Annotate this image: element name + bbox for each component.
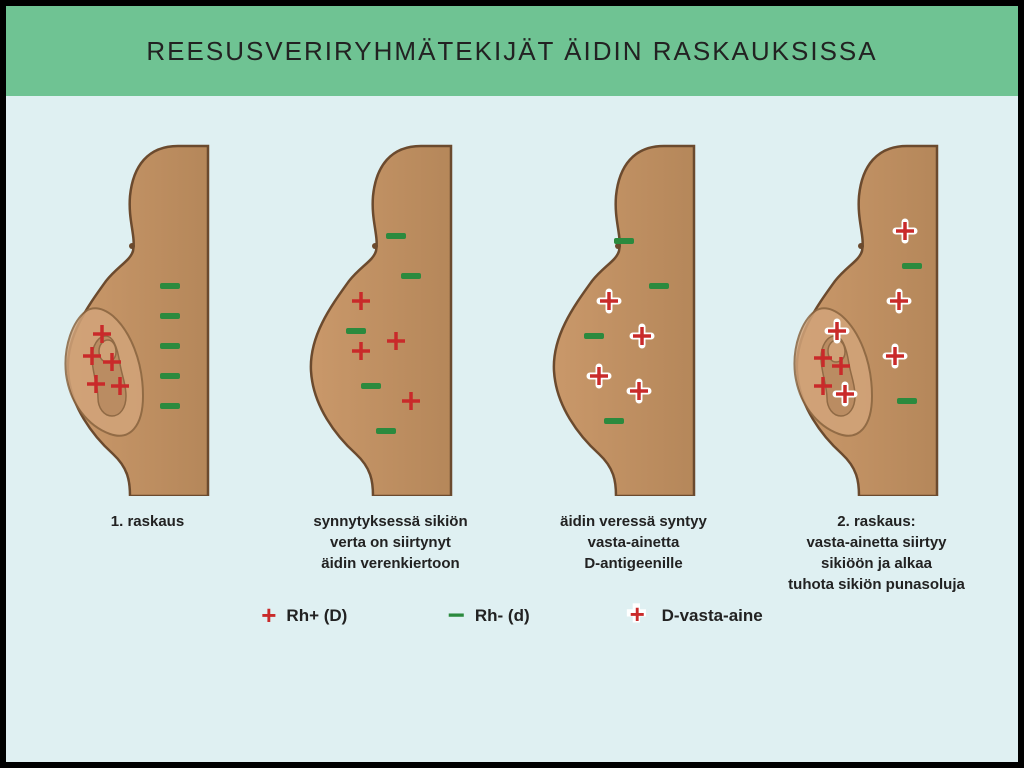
- antibody-icon: [630, 605, 652, 627]
- figure-column-1: 1. raskaus: [36, 136, 259, 595]
- figure-column-2: synnytyksessä sikiönverta on siirtynytäi…: [279, 136, 502, 595]
- legend-item-plus: + Rh+ (D): [261, 600, 347, 631]
- pregnancy-figure: [301, 136, 481, 496]
- figure-column-3: äidin veressä syntyyvasta-ainettaD-antig…: [522, 136, 745, 595]
- legend-item-minus: −Rh- (d): [447, 600, 529, 631]
- pregnancy-figure: [58, 136, 238, 496]
- content-area: 1. raskaus synnytyksessä sikiönverta on …: [6, 96, 1018, 666]
- infographic-frame: REESUSVERIRYHMÄTEKIJÄT ÄIDIN RASKAUKSISS…: [0, 0, 1024, 768]
- pregnancy-figure: [544, 136, 724, 496]
- minus-icon: −: [447, 608, 465, 623]
- legend: + Rh+ (D) −Rh- (d) D-vasta-aine: [6, 600, 1018, 631]
- figure-caption: synnytyksessä sikiönverta on siirtynytäi…: [313, 511, 467, 574]
- plus-icon: +: [261, 600, 276, 631]
- figure-column-4: 2. raskaus:vasta-ainetta siirtyysikiöön …: [765, 136, 988, 595]
- figures-row: 1. raskaus synnytyksessä sikiönverta on …: [6, 96, 1018, 595]
- legend-label: Rh+ (D): [286, 606, 347, 626]
- legend-label: D-vasta-aine: [662, 606, 763, 626]
- legend-item-anti: D-vasta-aine: [630, 600, 763, 631]
- figure-caption: 1. raskaus: [111, 511, 184, 532]
- pregnancy-figure: [787, 136, 967, 496]
- legend-label: Rh- (d): [475, 606, 530, 626]
- figure-caption: 2. raskaus:vasta-ainetta siirtyysikiöön …: [788, 511, 965, 595]
- figure-caption: äidin veressä syntyyvasta-ainettaD-antig…: [560, 511, 707, 574]
- page-title: REESUSVERIRYHMÄTEKIJÄT ÄIDIN RASKAUKSISS…: [146, 36, 877, 67]
- header-bar: REESUSVERIRYHMÄTEKIJÄT ÄIDIN RASKAUKSISS…: [6, 6, 1018, 96]
